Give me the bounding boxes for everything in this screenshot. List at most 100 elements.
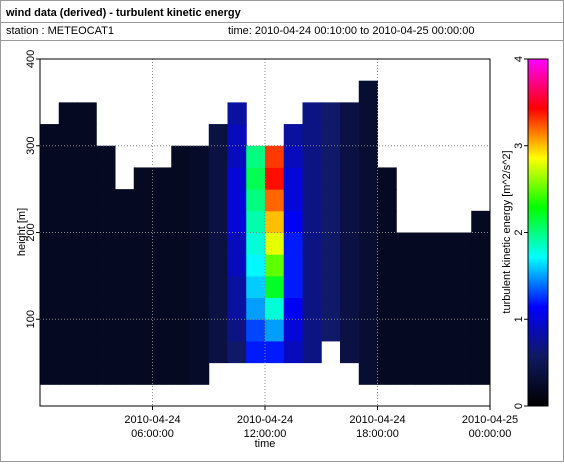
heat-cell bbox=[340, 124, 360, 147]
x-axis-label: time bbox=[255, 438, 276, 450]
heat-cell bbox=[227, 340, 247, 364]
heat-cell bbox=[471, 340, 491, 364]
heat-cell bbox=[321, 254, 341, 277]
heat-cell bbox=[133, 297, 153, 320]
y-tick-label: 300 bbox=[25, 137, 37, 155]
heat-cell bbox=[452, 232, 472, 255]
heat-cell bbox=[471, 275, 491, 299]
heat-cell bbox=[340, 145, 360, 168]
heat-cell bbox=[321, 124, 341, 147]
heat-cell bbox=[321, 210, 341, 233]
heat-cell bbox=[152, 319, 172, 342]
heat-cell bbox=[283, 340, 303, 364]
heat-cell bbox=[77, 102, 97, 125]
heat-cell bbox=[208, 254, 228, 277]
colorbar bbox=[527, 58, 549, 407]
heat-cell bbox=[377, 232, 397, 255]
heat-cell bbox=[152, 275, 172, 299]
heat-cell bbox=[115, 232, 135, 255]
heat-cell bbox=[452, 340, 472, 364]
heat-cell bbox=[77, 362, 97, 385]
heat-cell bbox=[171, 167, 191, 190]
heat-cell bbox=[340, 319, 360, 342]
heat-cell bbox=[283, 319, 303, 342]
heat-cell bbox=[283, 232, 303, 255]
colorbar-tick-label: 0 bbox=[513, 403, 525, 409]
heat-cell bbox=[133, 340, 153, 364]
plot-frame bbox=[39, 58, 491, 407]
heat-cell bbox=[133, 167, 153, 190]
heat-cell bbox=[152, 362, 172, 385]
heat-cell bbox=[452, 254, 472, 277]
heat-cell bbox=[96, 362, 116, 385]
heat-cell bbox=[96, 210, 116, 233]
heat-cell bbox=[302, 145, 322, 168]
colorbar-tick-label: 2 bbox=[513, 229, 525, 235]
heat-cell bbox=[208, 124, 228, 147]
heat-cell bbox=[227, 232, 247, 255]
heat-cell bbox=[452, 319, 472, 342]
heat-cell bbox=[340, 210, 360, 233]
heat-cell bbox=[452, 297, 472, 320]
heat-cell bbox=[358, 210, 378, 233]
heat-cell bbox=[415, 340, 435, 364]
heat-cell bbox=[471, 297, 491, 320]
heat-cell bbox=[246, 167, 266, 190]
heat-cell bbox=[58, 340, 78, 364]
heat-cell bbox=[115, 297, 135, 320]
colorbar-tick-label: 1 bbox=[513, 316, 525, 322]
heat-cell bbox=[190, 189, 210, 212]
heat-cell bbox=[283, 210, 303, 233]
heat-cell bbox=[396, 319, 416, 342]
heat-cell bbox=[171, 275, 191, 299]
heat-cell bbox=[340, 340, 360, 364]
heat-cell bbox=[358, 319, 378, 342]
heat-cell bbox=[208, 232, 228, 255]
heat-cell bbox=[77, 145, 97, 168]
heat-cell bbox=[40, 362, 60, 385]
colorbar-tick-label: 3 bbox=[513, 143, 525, 149]
heat-cell bbox=[377, 319, 397, 342]
heat-cell bbox=[433, 275, 453, 299]
heat-cell bbox=[358, 297, 378, 320]
heat-cell bbox=[433, 362, 453, 385]
heat-cell bbox=[115, 275, 135, 299]
heat-cell bbox=[246, 297, 266, 320]
heat-cell bbox=[115, 319, 135, 342]
heat-cell bbox=[77, 167, 97, 190]
heat-cell bbox=[227, 275, 247, 299]
heat-cell bbox=[433, 297, 453, 320]
heat-cell bbox=[152, 254, 172, 277]
heat-cell bbox=[96, 254, 116, 277]
heat-cell bbox=[283, 297, 303, 320]
heat-cell bbox=[321, 232, 341, 255]
heat-cell bbox=[171, 145, 191, 168]
heat-cell bbox=[171, 297, 191, 320]
heat-cell bbox=[265, 275, 285, 299]
heat-cell bbox=[396, 297, 416, 320]
heat-cell bbox=[77, 275, 97, 299]
heat-cell bbox=[265, 254, 285, 277]
heat-cell bbox=[96, 319, 116, 342]
heat-cell bbox=[396, 340, 416, 364]
colorbar-label: turbulent kinetic energy [m^2/s^2] bbox=[501, 150, 513, 313]
heat-cell bbox=[77, 232, 97, 255]
heat-cell bbox=[415, 275, 435, 299]
heat-cell bbox=[302, 319, 322, 342]
heat-cell bbox=[265, 340, 285, 364]
heat-cell bbox=[452, 362, 472, 385]
heat-cell bbox=[265, 210, 285, 233]
heat-cell bbox=[40, 232, 60, 255]
heat-cell bbox=[302, 189, 322, 212]
heat-cell bbox=[340, 232, 360, 255]
heat-cell bbox=[171, 210, 191, 233]
heat-cell bbox=[77, 189, 97, 212]
heat-cell bbox=[77, 297, 97, 320]
heat-cell bbox=[58, 275, 78, 299]
heat-cell bbox=[58, 124, 78, 147]
heat-cell bbox=[340, 102, 360, 125]
heat-cell bbox=[246, 340, 266, 364]
heat-cell bbox=[152, 340, 172, 364]
heat-cell bbox=[340, 297, 360, 320]
